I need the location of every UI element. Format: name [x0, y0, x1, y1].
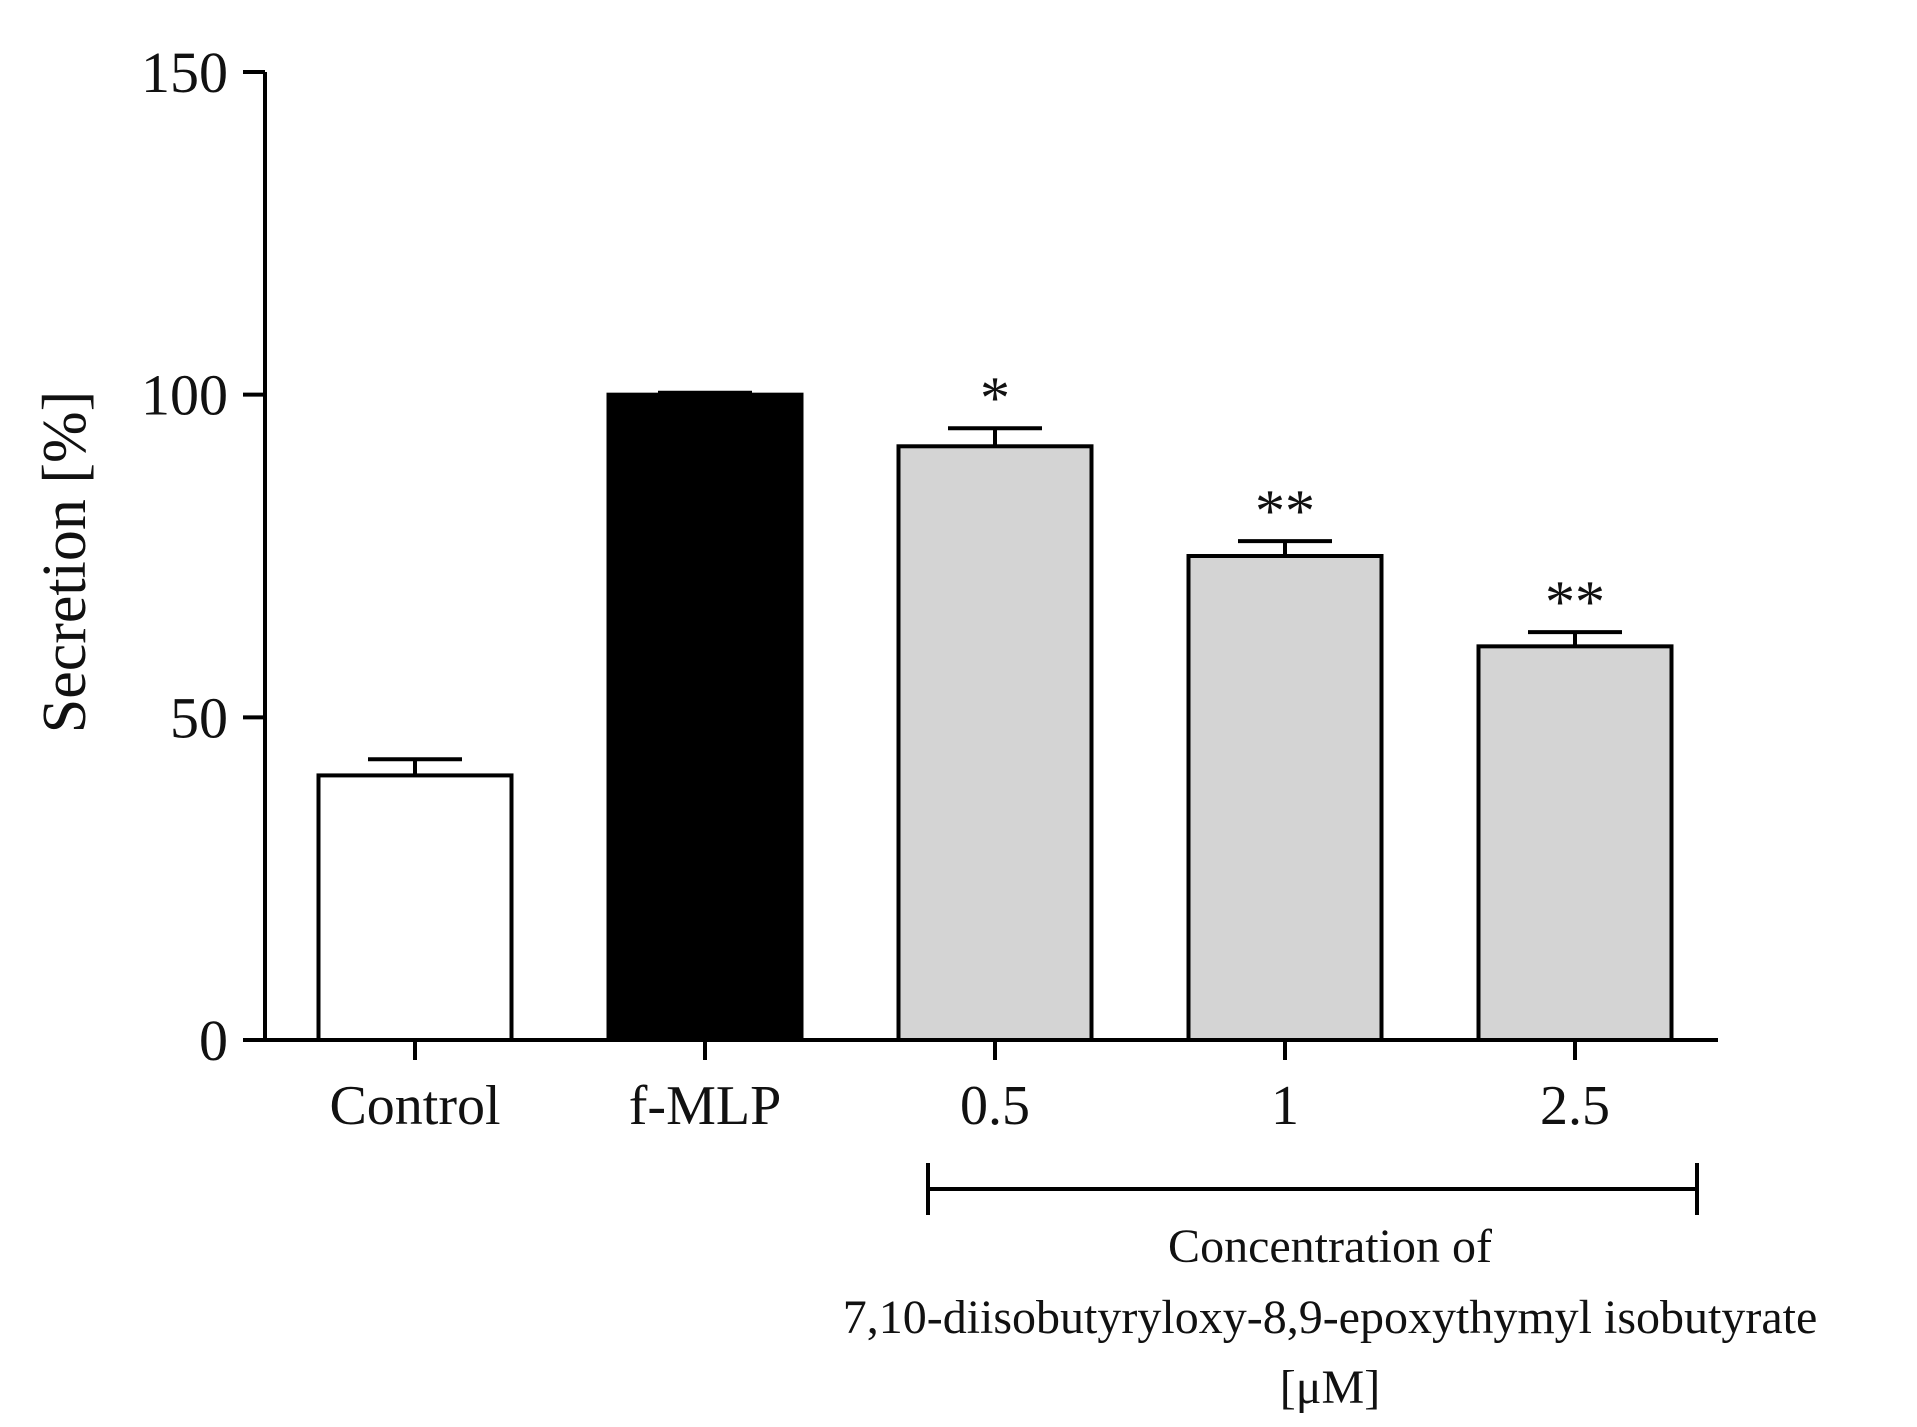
significance-marker-3: ** [1255, 478, 1315, 544]
significance-marker-2: * [980, 365, 1010, 431]
bar-f-mlp [606, 392, 804, 1042]
significance-marker-4: ** [1545, 569, 1605, 635]
error-bars [368, 390, 1622, 776]
group-bracket: Concentration of 7,10-diisobutyryloxy-8,… [843, 1163, 1818, 1414]
bracket-label-line-3: [μM] [1280, 1361, 1380, 1414]
x-tick-label-0: Control [329, 1075, 500, 1137]
significance-markers: ***** [980, 365, 1605, 635]
x-tick-label-2: 0.5 [960, 1075, 1030, 1137]
y-tick-label-150: 150 [141, 40, 228, 105]
y-ticks: 0 50 100 150 [141, 40, 265, 1073]
y-tick-label-0: 0 [199, 1008, 228, 1073]
bar-0-5 [896, 444, 1094, 1042]
bracket-label-line-2: 7,10-diisobutyryloxy-8,9-epoxythymyl iso… [843, 1291, 1818, 1344]
x-tick-label-1: f-MLP [629, 1075, 781, 1137]
bar-control [316, 773, 514, 1042]
bars [316, 392, 1674, 1042]
x-ticks: Control f-MLP 0.5 1 2.5 [329, 1040, 1610, 1137]
x-tick-label-4: 2.5 [1540, 1075, 1610, 1137]
y-tick-label-100: 100 [141, 363, 228, 428]
bar-1 [1186, 554, 1384, 1042]
bar-2-5 [1476, 644, 1674, 1042]
y-axis-label: Secretion [%] [31, 391, 99, 734]
x-tick-label-3: 1 [1271, 1075, 1299, 1137]
bracket-label-line-1: Concentration of [1168, 1220, 1492, 1273]
y-tick-label-50: 50 [170, 685, 228, 750]
